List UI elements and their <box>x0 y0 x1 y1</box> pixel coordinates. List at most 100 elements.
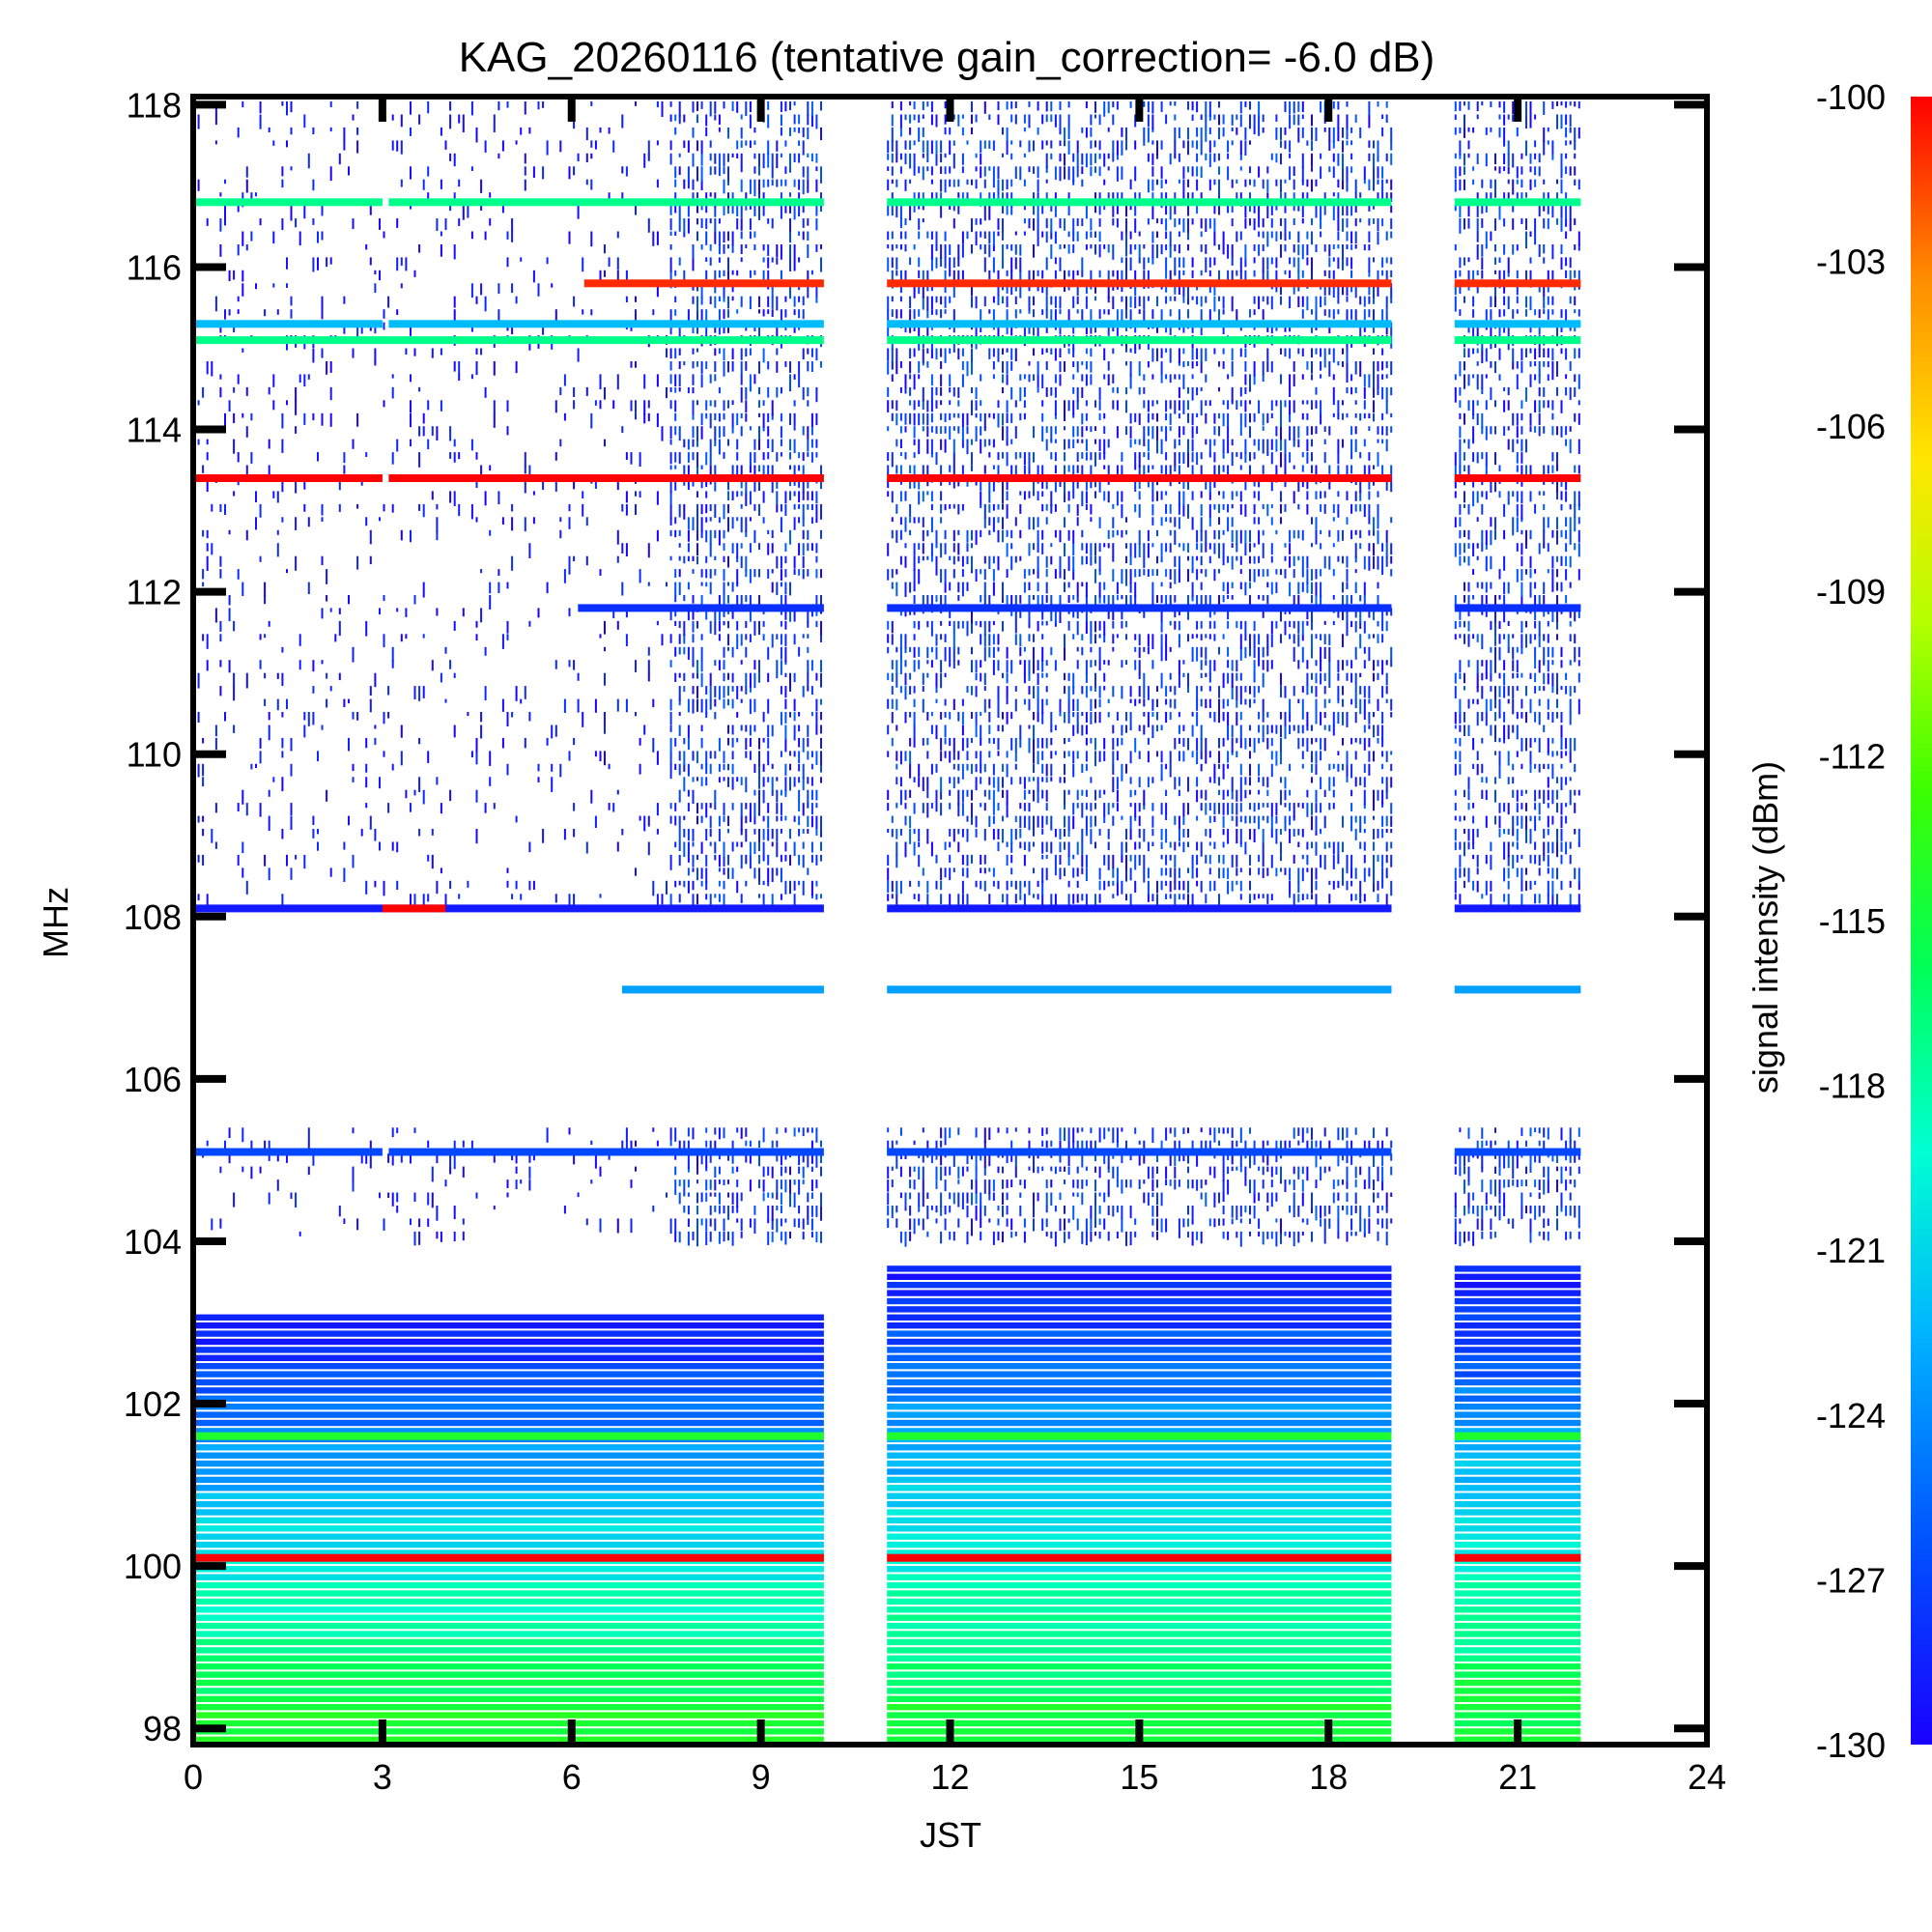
noise-speckle <box>1134 503 1137 513</box>
noise-speckle <box>585 841 588 854</box>
noise-speckle <box>647 140 650 156</box>
noise-speckle <box>705 829 708 841</box>
heatmap-row <box>887 1419 1392 1427</box>
noise-speckle <box>922 166 924 181</box>
heatmap-row <box>1454 1614 1581 1621</box>
noise-speckle <box>930 1153 933 1163</box>
noise-speckle <box>714 439 717 446</box>
noise-speckle <box>1134 140 1137 150</box>
noise-speckle <box>714 205 717 217</box>
noise-speckle <box>807 1206 810 1220</box>
noise-speckle <box>1054 270 1057 279</box>
noise-speckle <box>949 555 952 560</box>
noise-speckle <box>992 1231 995 1245</box>
noise-speckle <box>723 270 725 276</box>
noise-speckle <box>753 166 756 174</box>
noise-speckle <box>988 166 991 171</box>
noise-speckle <box>1028 777 1031 782</box>
noise-speckle <box>391 646 394 662</box>
noise-speckle <box>807 179 810 193</box>
noise-speckle <box>1116 426 1119 439</box>
noise-speckle <box>980 854 982 865</box>
noise-speckle <box>360 1153 363 1164</box>
noise-speckle <box>815 569 818 579</box>
noise-speckle <box>909 309 912 323</box>
noise-speckle <box>718 686 721 700</box>
noise-speckle <box>1064 686 1065 695</box>
noise-speckle <box>1072 555 1075 572</box>
noise-speckle <box>625 452 628 460</box>
noise-speckle <box>1134 646 1137 652</box>
noise-speckle <box>1019 166 1022 181</box>
noise-speckle <box>904 712 907 724</box>
noise-speckle <box>771 829 774 839</box>
noise-speckle <box>780 829 782 834</box>
noise-speckle <box>895 244 898 249</box>
noise-speckle <box>983 101 986 114</box>
noise-speckle <box>723 322 725 334</box>
noise-speckle <box>922 1179 924 1193</box>
noise-speckle <box>793 257 796 271</box>
noise-speckle <box>1125 841 1127 853</box>
noise-speckle <box>1045 283 1048 297</box>
noise-speckle <box>745 361 748 371</box>
noise-speckle <box>467 205 469 218</box>
noise-speckle <box>807 803 810 809</box>
noise-speckle <box>630 1140 633 1150</box>
noise-speckle <box>776 257 779 265</box>
noise-speckle <box>913 803 916 814</box>
noise-speckle <box>396 257 399 271</box>
noise-speckle <box>669 374 672 384</box>
noise-speckle <box>966 529 969 543</box>
noise-speckle <box>563 374 566 386</box>
noise-speckle <box>957 1166 960 1179</box>
noise-speckle <box>1064 1166 1065 1172</box>
noise-speckle <box>926 751 929 759</box>
noise-speckle <box>966 686 969 693</box>
heatmap-row <box>1454 1606 1581 1613</box>
noise-speckle <box>379 841 381 851</box>
noise-speckle <box>723 412 725 420</box>
noise-speckle <box>727 361 729 373</box>
noise-speckle <box>952 867 955 872</box>
noise-speckle <box>237 244 240 256</box>
noise-speckle <box>281 777 284 792</box>
noise-speckle <box>1054 400 1057 416</box>
noise-speckle <box>909 789 912 798</box>
noise-speckle <box>700 777 703 786</box>
noise-speckle <box>895 439 898 447</box>
noise-speckle <box>727 620 729 629</box>
noise-speckle <box>1076 724 1079 734</box>
noise-speckle <box>554 478 557 492</box>
noise-speckle <box>352 348 355 358</box>
noise-speckle <box>700 140 703 155</box>
noise-speckle <box>966 582 969 591</box>
noise-speckle <box>983 880 986 892</box>
noise-speckle <box>1045 1192 1048 1208</box>
noise-speckle <box>776 140 779 152</box>
noise-speckle <box>767 426 770 437</box>
noise-speckle <box>1054 412 1057 419</box>
noise-speckle <box>1094 686 1096 692</box>
noise-speckle <box>709 192 712 197</box>
noise-speckle <box>692 646 695 662</box>
noise-speckle <box>926 296 929 311</box>
noise-speckle <box>802 555 805 568</box>
noise-speckle <box>940 439 943 450</box>
noise-speckle <box>303 854 306 869</box>
noise-speckle <box>1041 270 1044 279</box>
noise-speckle <box>740 815 743 832</box>
noise-speckle <box>815 595 818 605</box>
noise-speckle <box>784 543 787 552</box>
noise-speckle <box>1064 127 1065 141</box>
noise-speckle <box>1050 503 1053 514</box>
noise-speckle <box>1033 309 1035 318</box>
noise-speckle <box>489 465 492 471</box>
noise-speckle <box>810 426 813 436</box>
noise-speckle <box>1125 724 1127 733</box>
noise-speckle <box>647 841 650 856</box>
noise-speckle <box>1050 309 1053 325</box>
heatmap-row <box>193 1679 824 1687</box>
noise-speckle <box>1054 608 1057 624</box>
noise-speckle <box>590 789 593 804</box>
